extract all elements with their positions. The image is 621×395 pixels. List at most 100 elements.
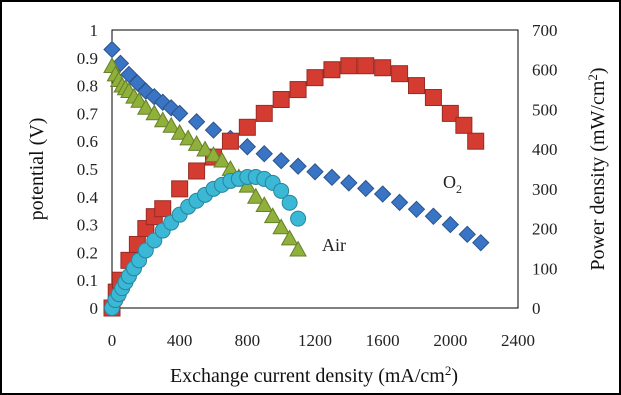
data-point-triangle [145, 104, 164, 121]
data-point-square [272, 91, 290, 108]
data-point-square [391, 65, 409, 83]
y-left-tick-label: 0.2 [77, 243, 98, 262]
y-right-tick-label: 700 [532, 21, 558, 40]
air-label: Air [322, 235, 346, 255]
data-point-square [455, 116, 473, 134]
plot-area [111, 29, 519, 309]
x-tick-label: 0 [108, 331, 117, 350]
x-tick-label: 400 [167, 331, 193, 350]
data-point-triangle [246, 187, 265, 204]
data-point-square [306, 69, 324, 87]
data-point-square [171, 180, 189, 198]
data-point-diamond [103, 40, 121, 59]
data-point-diamond [128, 74, 147, 92]
data-point-square [323, 61, 341, 79]
y-left-tick-label: 0.6 [77, 132, 98, 151]
y-left-tick-label: 1 [90, 21, 99, 40]
y-left-tick-label: 0.5 [77, 160, 98, 179]
y-axis-right-title: Power density (mW/cm2) [585, 67, 609, 270]
data-point-diamond [390, 193, 409, 212]
data-point-diamond [170, 104, 189, 123]
data-point-square [374, 59, 392, 77]
x-axis-title-close: ) [451, 365, 458, 387]
data-point-triangle [280, 229, 299, 246]
data-point-diamond [472, 233, 490, 252]
data-point-triangle [136, 98, 155, 115]
data-point-diamond [187, 113, 206, 131]
data-point-diamond [272, 151, 290, 170]
y-right-tick-label: 600 [532, 61, 558, 80]
x-axis-title: Exchange current density (mA/cm2) [170, 363, 458, 387]
data-point-square [289, 81, 307, 99]
y-axis-right-title-close: ) [587, 67, 609, 74]
y-axis-right-title-main: Power density (mW/cm [587, 80, 609, 270]
data-point-diamond [357, 179, 375, 198]
y-right-tick-label: 500 [532, 100, 558, 119]
data-point-diamond [441, 215, 460, 234]
data-point-triangle [130, 91, 148, 108]
y-axis-left-title: potential (V) [26, 118, 48, 221]
x-axis-title-main: Exchange current density (mA/cm [170, 365, 445, 387]
data-point-diamond [289, 157, 307, 175]
y-left-tick-label: 0.4 [77, 188, 99, 207]
x-tick-label: 2400 [501, 331, 535, 350]
data-point-triangle [170, 123, 189, 140]
data-point-circle [281, 194, 298, 211]
data-point-square [467, 132, 485, 150]
y-left-tick-label: 0 [90, 299, 99, 318]
data-point-diamond [340, 174, 358, 192]
chart-marks [103, 40, 490, 317]
data-point-triangle [204, 146, 223, 162]
series-circle [104, 168, 307, 316]
y-left-tick-label: 0.7 [77, 104, 99, 123]
y-right-tick-label: 0 [532, 299, 541, 318]
x-tick-label: 2000 [433, 331, 467, 350]
data-point-circle [273, 182, 290, 199]
data-point-circle [290, 210, 307, 227]
data-point-diamond [458, 225, 476, 244]
data-point-diamond [255, 145, 273, 163]
y-right-tick-label: 400 [532, 140, 558, 159]
data-point-square [408, 77, 425, 95]
x-tick-label: 1600 [366, 331, 400, 350]
o2-label-main: O [443, 172, 456, 192]
y-right-tick-label: 200 [532, 220, 558, 239]
data-point-square [441, 104, 459, 122]
data-point-triangle [162, 116, 181, 133]
data-point-triangle [272, 218, 291, 235]
data-point-triangle [187, 134, 206, 151]
data-point-triangle [196, 140, 214, 157]
data-point-triangle [263, 207, 282, 224]
data-point-square [340, 57, 358, 75]
data-point-diamond [238, 138, 257, 156]
data-point-square [188, 162, 206, 180]
x-axis-title-sup: 2 [445, 363, 452, 378]
tick-labels: 0 400 800 1200 1600 2000 240000.10.20.30.40.50… [77, 21, 558, 350]
data-point-square [238, 118, 256, 136]
data-point-diamond [306, 163, 324, 181]
data-point-square [424, 89, 442, 107]
x-tick-label: 1200 [298, 331, 332, 350]
data-point-diamond [204, 121, 223, 139]
data-point-square [357, 57, 375, 75]
data-point-square [255, 104, 273, 122]
o2-label: O2 [443, 172, 462, 196]
data-point-triangle [153, 111, 172, 128]
data-point-triangle [179, 129, 197, 146]
data-point-square [154, 200, 172, 218]
y-left-tick-label: 0.8 [77, 77, 98, 96]
y-right-tick-label: 300 [532, 180, 558, 199]
data-point-triangle [289, 240, 307, 257]
data-point-triangle [255, 196, 274, 213]
data-point-triangle [213, 151, 231, 168]
data-point-square [221, 132, 239, 150]
data-point-diamond [424, 207, 443, 225]
y-left-tick-label: 0.9 [77, 49, 98, 68]
data-point-diamond [373, 185, 392, 203]
y-axis-right-title-sup: 2 [585, 74, 600, 81]
y-left-tick-label: 0.3 [77, 216, 98, 235]
y-right-tick-label: 100 [532, 259, 558, 278]
x-tick-label: 800 [235, 331, 261, 350]
data-point-diamond [323, 168, 341, 187]
